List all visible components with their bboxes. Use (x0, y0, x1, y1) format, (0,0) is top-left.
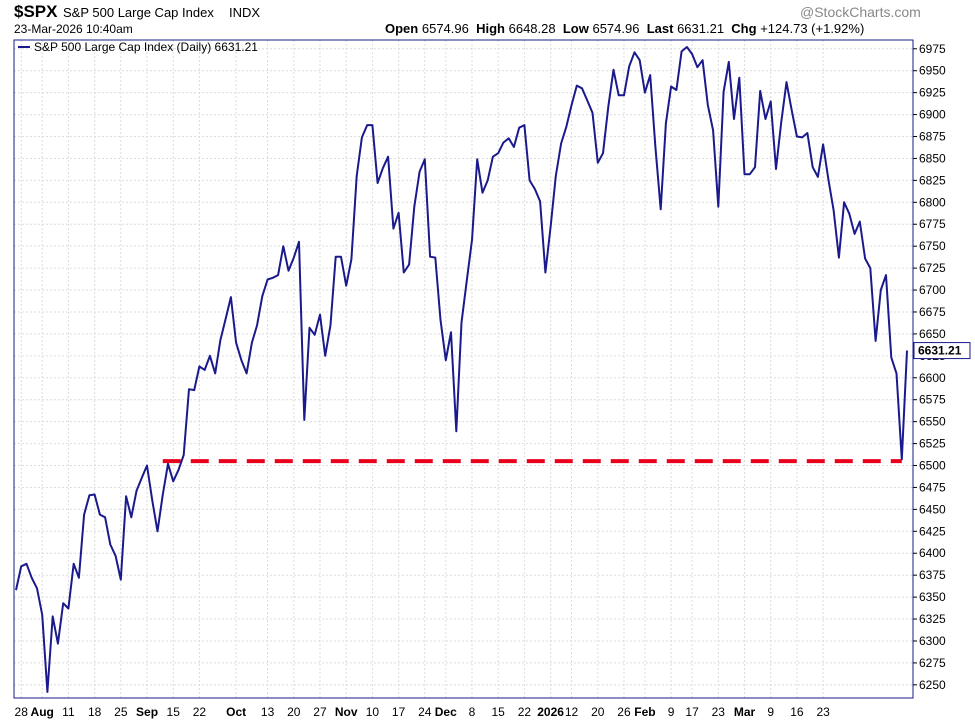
y-tick-label: 6275 (919, 656, 946, 670)
x-tick-label: 11 (62, 705, 75, 719)
y-tick-label: 6875 (919, 130, 946, 144)
chg-value: +124.73 (+1.92%) (760, 21, 865, 36)
timestamp: 23-Mar-2026 10:40am (14, 22, 133, 36)
x-tick-label: 28 (15, 705, 29, 719)
x-tick-label: 9 (668, 705, 675, 719)
x-tick-label: 27 (313, 705, 327, 719)
y-tick-label: 6675 (919, 305, 946, 319)
y-tick-label: 6775 (919, 217, 946, 231)
high-value: 6648.28 (508, 21, 556, 36)
x-tick-label: 18 (88, 705, 102, 719)
x-tick-label: Aug (31, 705, 54, 719)
x-tick-label: Nov (335, 705, 358, 719)
y-tick-label: 6450 (919, 502, 946, 516)
y-tick-label: 6600 (919, 371, 946, 385)
x-tick-label: 16 (790, 705, 804, 719)
x-tick-label: 15 (492, 705, 506, 719)
x-axis: 28 Aug 11 18 25 Sep 15 22 Oct 13 20 27 Nov 10 17 24 Dec 8… (15, 705, 831, 719)
y-tick-label: 6425 (919, 524, 946, 538)
x-tick-label: 17 (685, 705, 699, 719)
ohlc-readout: Open 6574.96 High 6648.28 Low 6574.96 La… (385, 21, 864, 36)
plot-frame (13, 39, 914, 699)
x-tick-label: 25 (114, 705, 128, 719)
x-tick-label: 12 (565, 705, 579, 719)
last-value: 6631.21 (677, 21, 725, 36)
y-axis: 6250 6275 6300 6325 6350 6375 6400 6425 6450 6475… (913, 42, 946, 692)
x-tick-label: 8 (469, 705, 476, 719)
x-tick-label: 10 (366, 705, 380, 719)
brand-label: @StockCharts.com (800, 4, 921, 20)
y-tick-label: 6700 (919, 283, 946, 297)
x-tick-label: Dec (435, 705, 457, 719)
chart-header: $SPX S&P 500 Large Cap Index INDX @Stock… (0, 0, 975, 40)
legend: S&P 500 Large Cap Index (Daily) 6631.21 (18, 40, 258, 54)
exchange-label: INDX (229, 5, 261, 20)
last-value-marker: 6631.21 (913, 342, 971, 360)
y-tick-label: 6650 (919, 327, 946, 341)
y-tick-label: 6750 (919, 239, 946, 253)
y-tick-label: 6475 (919, 480, 946, 494)
y-tick-label: 6550 (919, 415, 946, 429)
y-tick-label: 6975 (919, 42, 946, 56)
y-tick-label: 6300 (919, 634, 946, 648)
y-tick-label: 6900 (919, 108, 946, 122)
y-tick-label: 6250 (919, 678, 946, 692)
x-tick-label: 13 (261, 705, 275, 719)
y-tick-label: 6325 (919, 612, 946, 626)
high-label: High (476, 21, 505, 36)
legend-label: S&P 500 Large Cap Index (Daily) 6631.21 (34, 40, 258, 54)
y-tick-label: 6575 (919, 393, 946, 407)
y-tick-label: 6350 (919, 590, 946, 604)
x-tick-label: 2026 (537, 705, 564, 719)
open-label: Open (385, 21, 419, 36)
last-label: Last (646, 21, 674, 36)
y-tick-label: 6950 (919, 64, 946, 78)
x-tick-label: 24 (418, 705, 432, 719)
x-tick-label: 20 (287, 705, 301, 719)
y-tick-label: 6500 (919, 459, 946, 473)
y-tick-label: 6800 (919, 195, 946, 209)
x-tick-label: Oct (226, 705, 246, 719)
low-label: Low (562, 21, 589, 36)
x-tick-label: 9 (767, 705, 774, 719)
x-tick-label: Sep (136, 705, 158, 719)
x-tick-label: Mar (734, 705, 756, 719)
low-value: 6574.96 (592, 21, 640, 36)
price-line (15, 46, 908, 693)
grid-lines (14, 40, 913, 698)
y-tick-label: 6925 (919, 86, 946, 100)
y-tick-label: 6725 (919, 261, 946, 275)
x-tick-label: 22 (518, 705, 532, 719)
y-tick-label: 6825 (919, 173, 946, 187)
last-value-box (913, 342, 971, 360)
y-tick-label: 6850 (919, 151, 946, 165)
x-tick-label: 23 (816, 705, 830, 719)
x-tick-label: 20 (591, 705, 605, 719)
x-tick-label: 15 (167, 705, 181, 719)
x-tick-label: 17 (392, 705, 406, 719)
y-tick-label: 6525 (919, 437, 946, 451)
last-value-label: 6631.21 (918, 344, 962, 358)
x-tick-label: 22 (193, 705, 207, 719)
chg-label: Chg (731, 21, 757, 36)
x-tick-label: 23 (712, 705, 726, 719)
y-tick-label: 6375 (919, 568, 946, 582)
ticker-symbol: $SPX (14, 2, 58, 21)
x-tick-label: 26 (617, 705, 631, 719)
open-value: 6574.96 (421, 21, 469, 36)
price-series-group (15, 46, 908, 693)
y-tick-label: 6400 (919, 546, 946, 560)
x-tick-label: Feb (634, 705, 655, 719)
index-name: S&P 500 Large Cap Index (63, 5, 214, 20)
